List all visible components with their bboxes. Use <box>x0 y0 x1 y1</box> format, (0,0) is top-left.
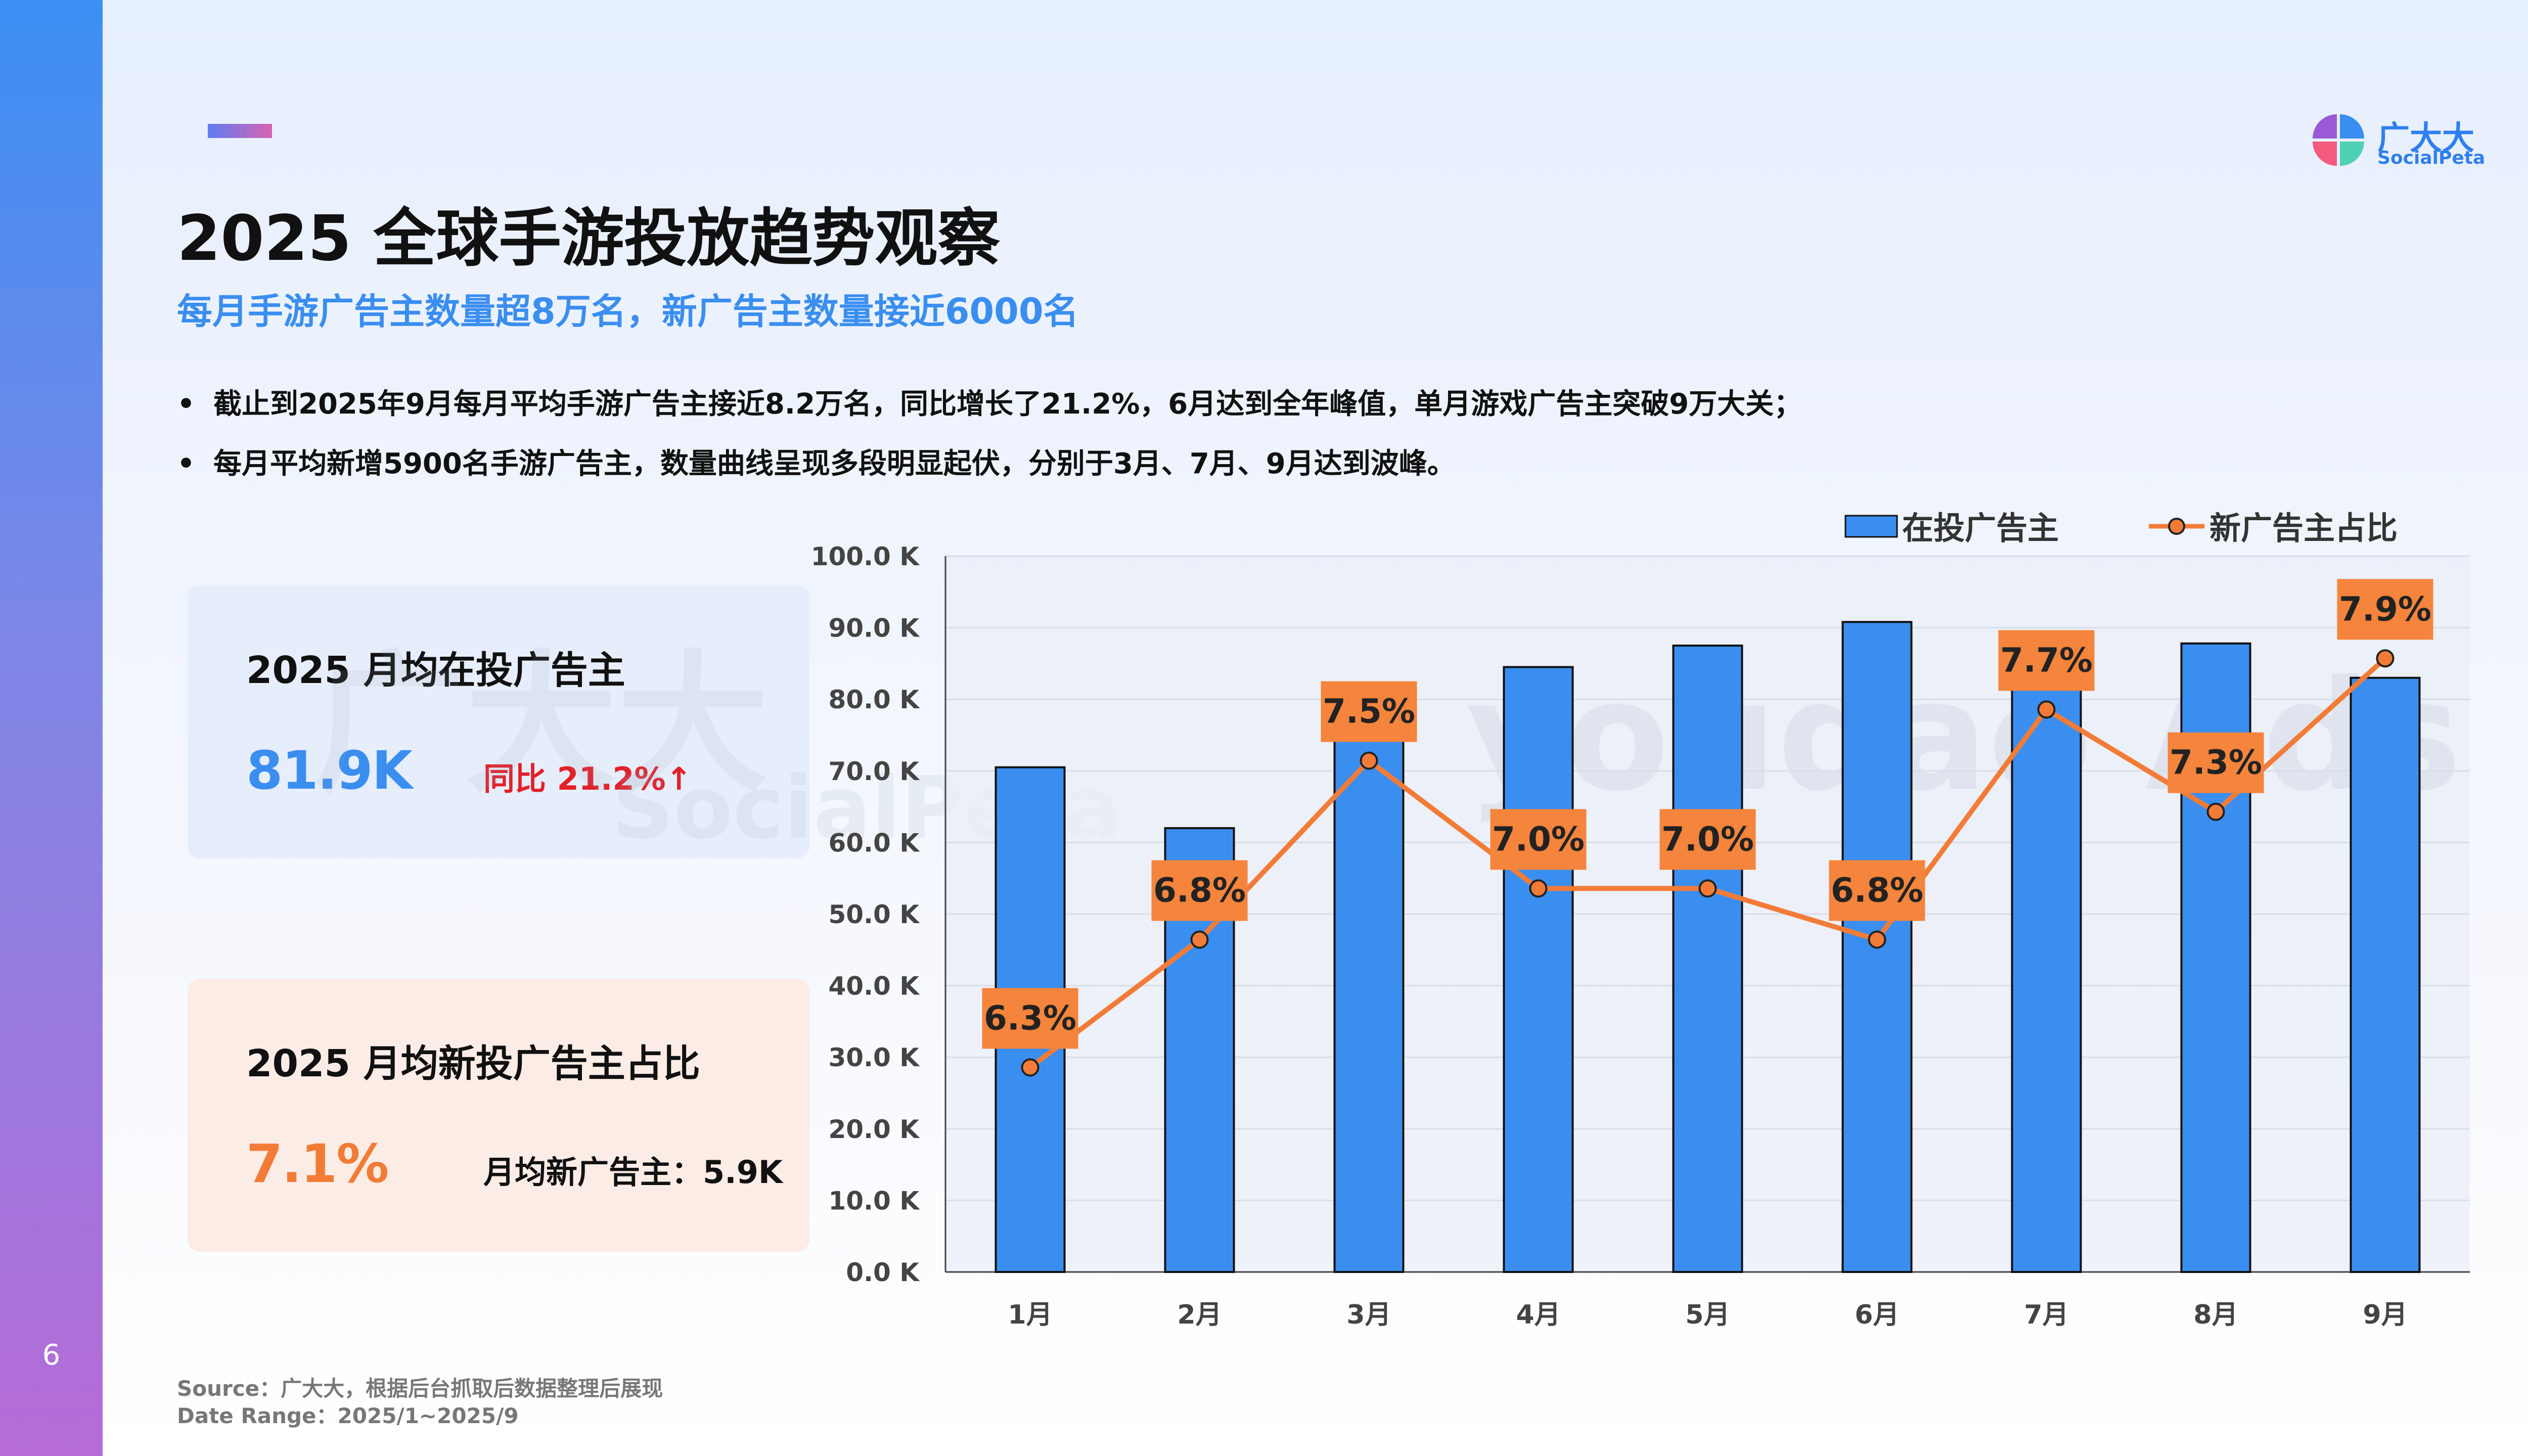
y-tick-label: 70.0 K <box>828 757 920 786</box>
stat-card-new-ratio: 2025 月均新投广告主占比 7.1% 月均新广告主：5.9K <box>188 979 809 1252</box>
brand-logo: 广大大 SocialPeta <box>2311 112 2486 168</box>
bullet-dot: • <box>177 447 195 480</box>
bar <box>2350 676 2421 1273</box>
bullet-text: 每月平均新增5900名手游广告主，数量曲线呈现多段明显起伏，分别于3月、7月、9… <box>213 447 1456 480</box>
date-range-line: Date Range：2025/1~2025/9 <box>177 1403 519 1428</box>
line-point <box>1868 930 1886 949</box>
data-label: 6.8% <box>1831 871 1923 910</box>
line-point <box>1190 930 1209 949</box>
source-line: Source：广大大，根据后台抓取后数据整理后展现 <box>177 1376 663 1401</box>
y-tick-label: 30.0 K <box>828 1043 920 1072</box>
stat-card-value: 7.1% <box>246 1133 389 1195</box>
line-point <box>1698 879 1717 898</box>
y-tick-label: 0.0 K <box>846 1258 920 1287</box>
watermark-cn: 广大大 <box>313 636 769 813</box>
page-number: 6 <box>42 1339 61 1372</box>
line-point <box>2376 649 2395 668</box>
y-tick-label: 50.0 K <box>828 900 920 929</box>
legend-line-label: 新广告主占比 <box>2209 510 2398 547</box>
data-label: 7.5% <box>1323 692 1415 731</box>
data-label-box <box>1490 809 1587 870</box>
bullet-dot: • <box>177 388 195 421</box>
data-label: 6.3% <box>984 998 1076 1037</box>
stat-card-advertisers: 2025 月均在投广告主 81.9K 同比 21.2%↑ <box>188 585 809 858</box>
data-label: 7.0% <box>1492 820 1585 858</box>
bar <box>2011 684 2082 1273</box>
data-label: 6.8% <box>1153 871 1246 910</box>
bullet-list: • 截止到2025年9月每月平均手游广告主接近8.2万名，同比增长了21.2%，… <box>177 384 2452 504</box>
data-label-box <box>1998 630 2095 691</box>
line-point <box>1529 879 1548 898</box>
x-tick-label: 8月 <box>2193 1300 2238 1330</box>
data-label-box <box>1151 860 1248 921</box>
x-tick-label: 4月 <box>1516 1300 1560 1330</box>
data-label: 7.0% <box>1661 820 1754 858</box>
y-tick-label: 60.0 K <box>828 828 920 857</box>
logo-name-en: SocialPeta <box>2377 148 2486 168</box>
stat-card-monthly-new: 月均新广告主：5.9K <box>483 1154 783 1191</box>
watermark-youdao: youdao Ads <box>1466 648 2461 825</box>
y-tick-label: 100.0 K <box>811 542 921 571</box>
bar <box>1503 666 1574 1273</box>
bullet-item: • 每月平均新增5900名手游广告主，数量曲线呈现多段明显起伏，分别于3月、7月… <box>177 444 2452 504</box>
x-tick-label: 5月 <box>1685 1300 1730 1330</box>
y-tick-label: 80.0 K <box>828 685 920 714</box>
logo-mark-icon <box>2313 114 2364 166</box>
bar <box>1333 705 1405 1273</box>
line-point <box>2206 802 2225 821</box>
bullet-item: • 截止到2025年9月每月平均手游广告主接近8.2万名，同比增长了21.2%，… <box>177 384 2452 444</box>
data-label-box <box>982 988 1078 1049</box>
stat-card-value: 81.9K <box>246 740 413 801</box>
logo-name-cn: 广大大 <box>2377 120 2474 157</box>
legend-bar-swatch <box>1844 515 1898 538</box>
data-label-box <box>1659 809 1756 870</box>
line-point <box>2037 700 2056 719</box>
legend-line-marker <box>2168 518 2185 535</box>
stat-card-title: 2025 月均新投广告主占比 <box>246 1042 700 1085</box>
line-point <box>1360 751 1378 770</box>
data-label-box <box>2168 732 2264 793</box>
data-label-box <box>1321 681 1417 742</box>
data-label: 7.7% <box>2000 641 2093 679</box>
bar <box>1672 645 1743 1273</box>
stat-card-yoy: 同比 21.2%↑ <box>483 760 692 797</box>
x-tick-label: 2月 <box>1177 1300 1222 1330</box>
data-label: 7.3% <box>2170 743 2262 782</box>
legend-bar-label: 在投广告主 <box>1902 510 2059 547</box>
data-label-box <box>1829 860 1925 921</box>
x-tick-label: 6月 <box>1855 1300 1899 1330</box>
y-tick-label: 40.0 K <box>828 972 920 1001</box>
y-tick-label: 10.0 K <box>828 1186 920 1215</box>
x-tick-label: 7月 <box>2024 1300 2068 1330</box>
y-tick-label: 20.0 K <box>828 1115 920 1144</box>
data-label-box <box>2337 579 2433 640</box>
stat-card-title: 2025 月均在投广告主 <box>246 649 625 692</box>
side-bar: 6 <box>0 0 103 1456</box>
watermark-socialpeta: 广大大 <box>313 602 769 821</box>
page-subtitle: 每月手游广告主数量超8万名，新广告主数量接近6000名 <box>177 291 1079 332</box>
data-label: 7.9% <box>2339 589 2431 628</box>
accent-line <box>208 124 272 138</box>
line-point <box>1021 1058 1040 1077</box>
page-title: 2025 全球手游投放趋势观察 <box>177 202 1001 275</box>
source-note: Source：广大大，根据后台抓取后数据整理后展现 Date Range：202… <box>177 1375 663 1430</box>
x-tick-label: 1月 <box>1008 1300 1052 1330</box>
x-tick-label: 9月 <box>2363 1300 2407 1330</box>
y-tick-label: 90.0 K <box>828 614 920 643</box>
x-tick-label: 3月 <box>1346 1300 1391 1330</box>
bullet-text: 截止到2025年9月每月平均手游广告主接近8.2万名，同比增长了21.2%，6月… <box>213 388 1802 421</box>
